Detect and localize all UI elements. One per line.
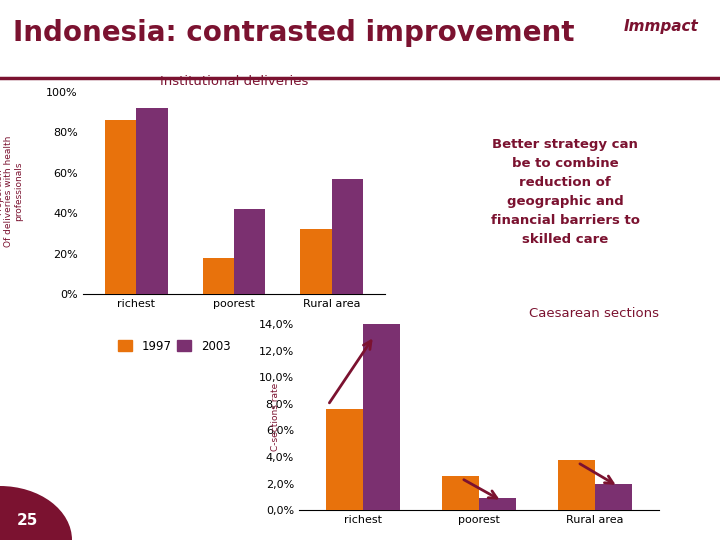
Text: Proportion
Of deliveries with health
professionals: Proportion Of deliveries with health pro… [0,136,24,247]
Bar [331,179,363,294]
Text: 25: 25 [17,513,38,528]
Bar [234,209,265,294]
Bar [441,476,479,510]
Bar [595,484,632,510]
Bar [558,460,595,510]
Title: Institutional deliveries: Institutional deliveries [160,75,308,88]
Bar [325,409,363,510]
Bar [137,108,168,294]
Text: Immpact: Immpact [624,19,698,34]
Bar [479,498,516,510]
Text: Caesarean sections: Caesarean sections [528,307,659,320]
Text: Indonesia: contrasted improvement: Indonesia: contrasted improvement [13,19,575,47]
Bar [105,120,137,294]
Bar [203,258,234,294]
Text: C-sections rate: C-sections rate [271,383,279,451]
Text: Better strategy can
be to combine
reduction of
geographic and
financial barriers: Better strategy can be to combine reduct… [491,138,639,246]
Legend: 1997, 2003: 1997, 2003 [113,335,235,357]
Bar [363,324,400,510]
Bar [300,230,331,294]
